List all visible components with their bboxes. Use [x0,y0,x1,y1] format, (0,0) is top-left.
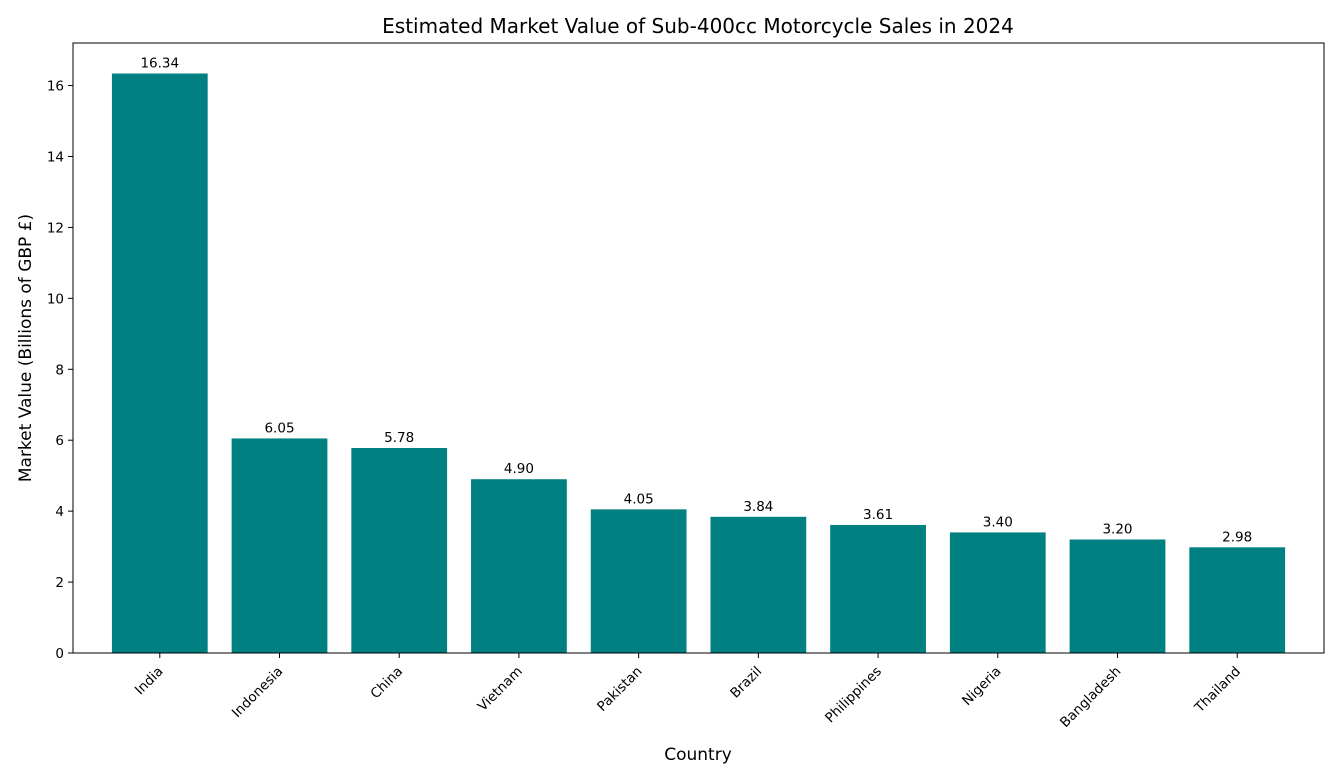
y-tick-label: 10 [47,291,64,307]
y-tick-label: 8 [55,362,64,378]
x-tick-label: India [132,664,167,699]
y-tick-label: 16 [47,79,64,95]
x-tick-label: Indonesia [229,664,286,721]
bar-nigeria [949,532,1046,653]
x-tick-label: Nigeria [959,664,1004,709]
bar-brazil [710,516,807,653]
bar-pakistan [590,509,687,653]
bars-group: 16.34 6.05 5.78 4.90 4.05 3.84 3.61 3.40 3.20 2.9… [111,56,1286,653]
y-tick-label: 4 [55,504,64,520]
data-label-india: 16.34 [140,56,179,72]
bar-china [351,448,448,653]
x-tick-label: Brazil [727,664,765,702]
y-tick-label: 0 [55,646,64,662]
chart-title: Estimated Market Value of Sub-400cc Moto… [382,14,1014,38]
x-tick-label: Vietnam [475,664,526,715]
x-axis-label: Country [664,745,732,765]
data-label-nigeria: 3.40 [983,514,1013,530]
bar-vietnam [471,479,567,653]
y-tick-label: 14 [47,149,64,165]
data-label-indonesia: 6.05 [264,420,294,436]
bar-thailand [1189,547,1286,653]
bar-bangladesh [1069,539,1166,653]
data-label-thailand: 2.98 [1222,529,1252,545]
plot-frame [72,42,1325,654]
data-label-china: 5.78 [384,430,414,446]
y-tick-label: 6 [55,433,64,449]
bar-philippines [830,524,926,653]
bar-indonesia [231,438,328,653]
x-tick-label: Pakistan [594,664,645,715]
data-label-pakistan: 4.05 [624,491,654,507]
y-tick-label: 12 [47,220,64,236]
data-label-philippines: 3.61 [863,507,893,523]
x-tick-label: Bangladesh [1057,664,1124,731]
data-label-brazil: 3.84 [743,499,773,515]
x-tick-label: China [367,664,406,703]
y-tick-label: 2 [55,575,64,591]
data-label-bangladesh: 3.20 [1102,522,1132,538]
x-tick-label: Thailand [1191,664,1244,717]
x-tick-label: Philippines [822,664,885,727]
bar-india [111,73,208,653]
data-label-vietnam: 4.90 [504,461,534,477]
y-axis-label: Market Value (Billions of GBP £) [16,214,36,482]
